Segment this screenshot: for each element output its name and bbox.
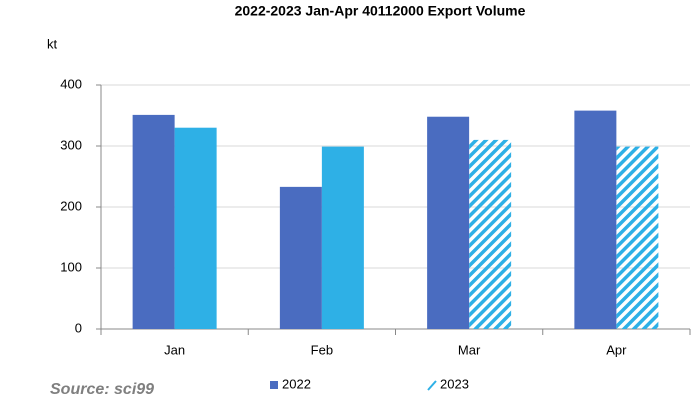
x-tick-label: Jan (164, 342, 185, 357)
bar (174, 127, 217, 329)
x-tick-label: Mar (458, 342, 481, 357)
y-tick-label: 400 (60, 76, 82, 91)
x-tick-label: Apr (606, 342, 627, 357)
x-tick-label: Feb (311, 342, 333, 357)
chart-title: 2022-2023 Jan-Apr 40112000 Export Volume (235, 3, 526, 19)
legend-label: 2023 (440, 376, 469, 391)
y-tick-label: 100 (60, 259, 82, 274)
bar (469, 139, 512, 329)
y-tick-label: 200 (60, 198, 82, 213)
bar (321, 146, 364, 329)
legend-marker (427, 380, 437, 391)
y-tick-label: 0 (75, 320, 82, 335)
bar (132, 114, 175, 329)
y-axis-label: kt (47, 36, 58, 51)
y-tick-label: 300 (60, 137, 82, 152)
bar (427, 116, 470, 329)
source: Source: sci99 (50, 381, 154, 398)
bar (279, 186, 322, 329)
bar (616, 146, 659, 329)
legend-label: 2022 (282, 376, 311, 391)
bar (574, 110, 617, 330)
legend-marker (270, 381, 278, 389)
